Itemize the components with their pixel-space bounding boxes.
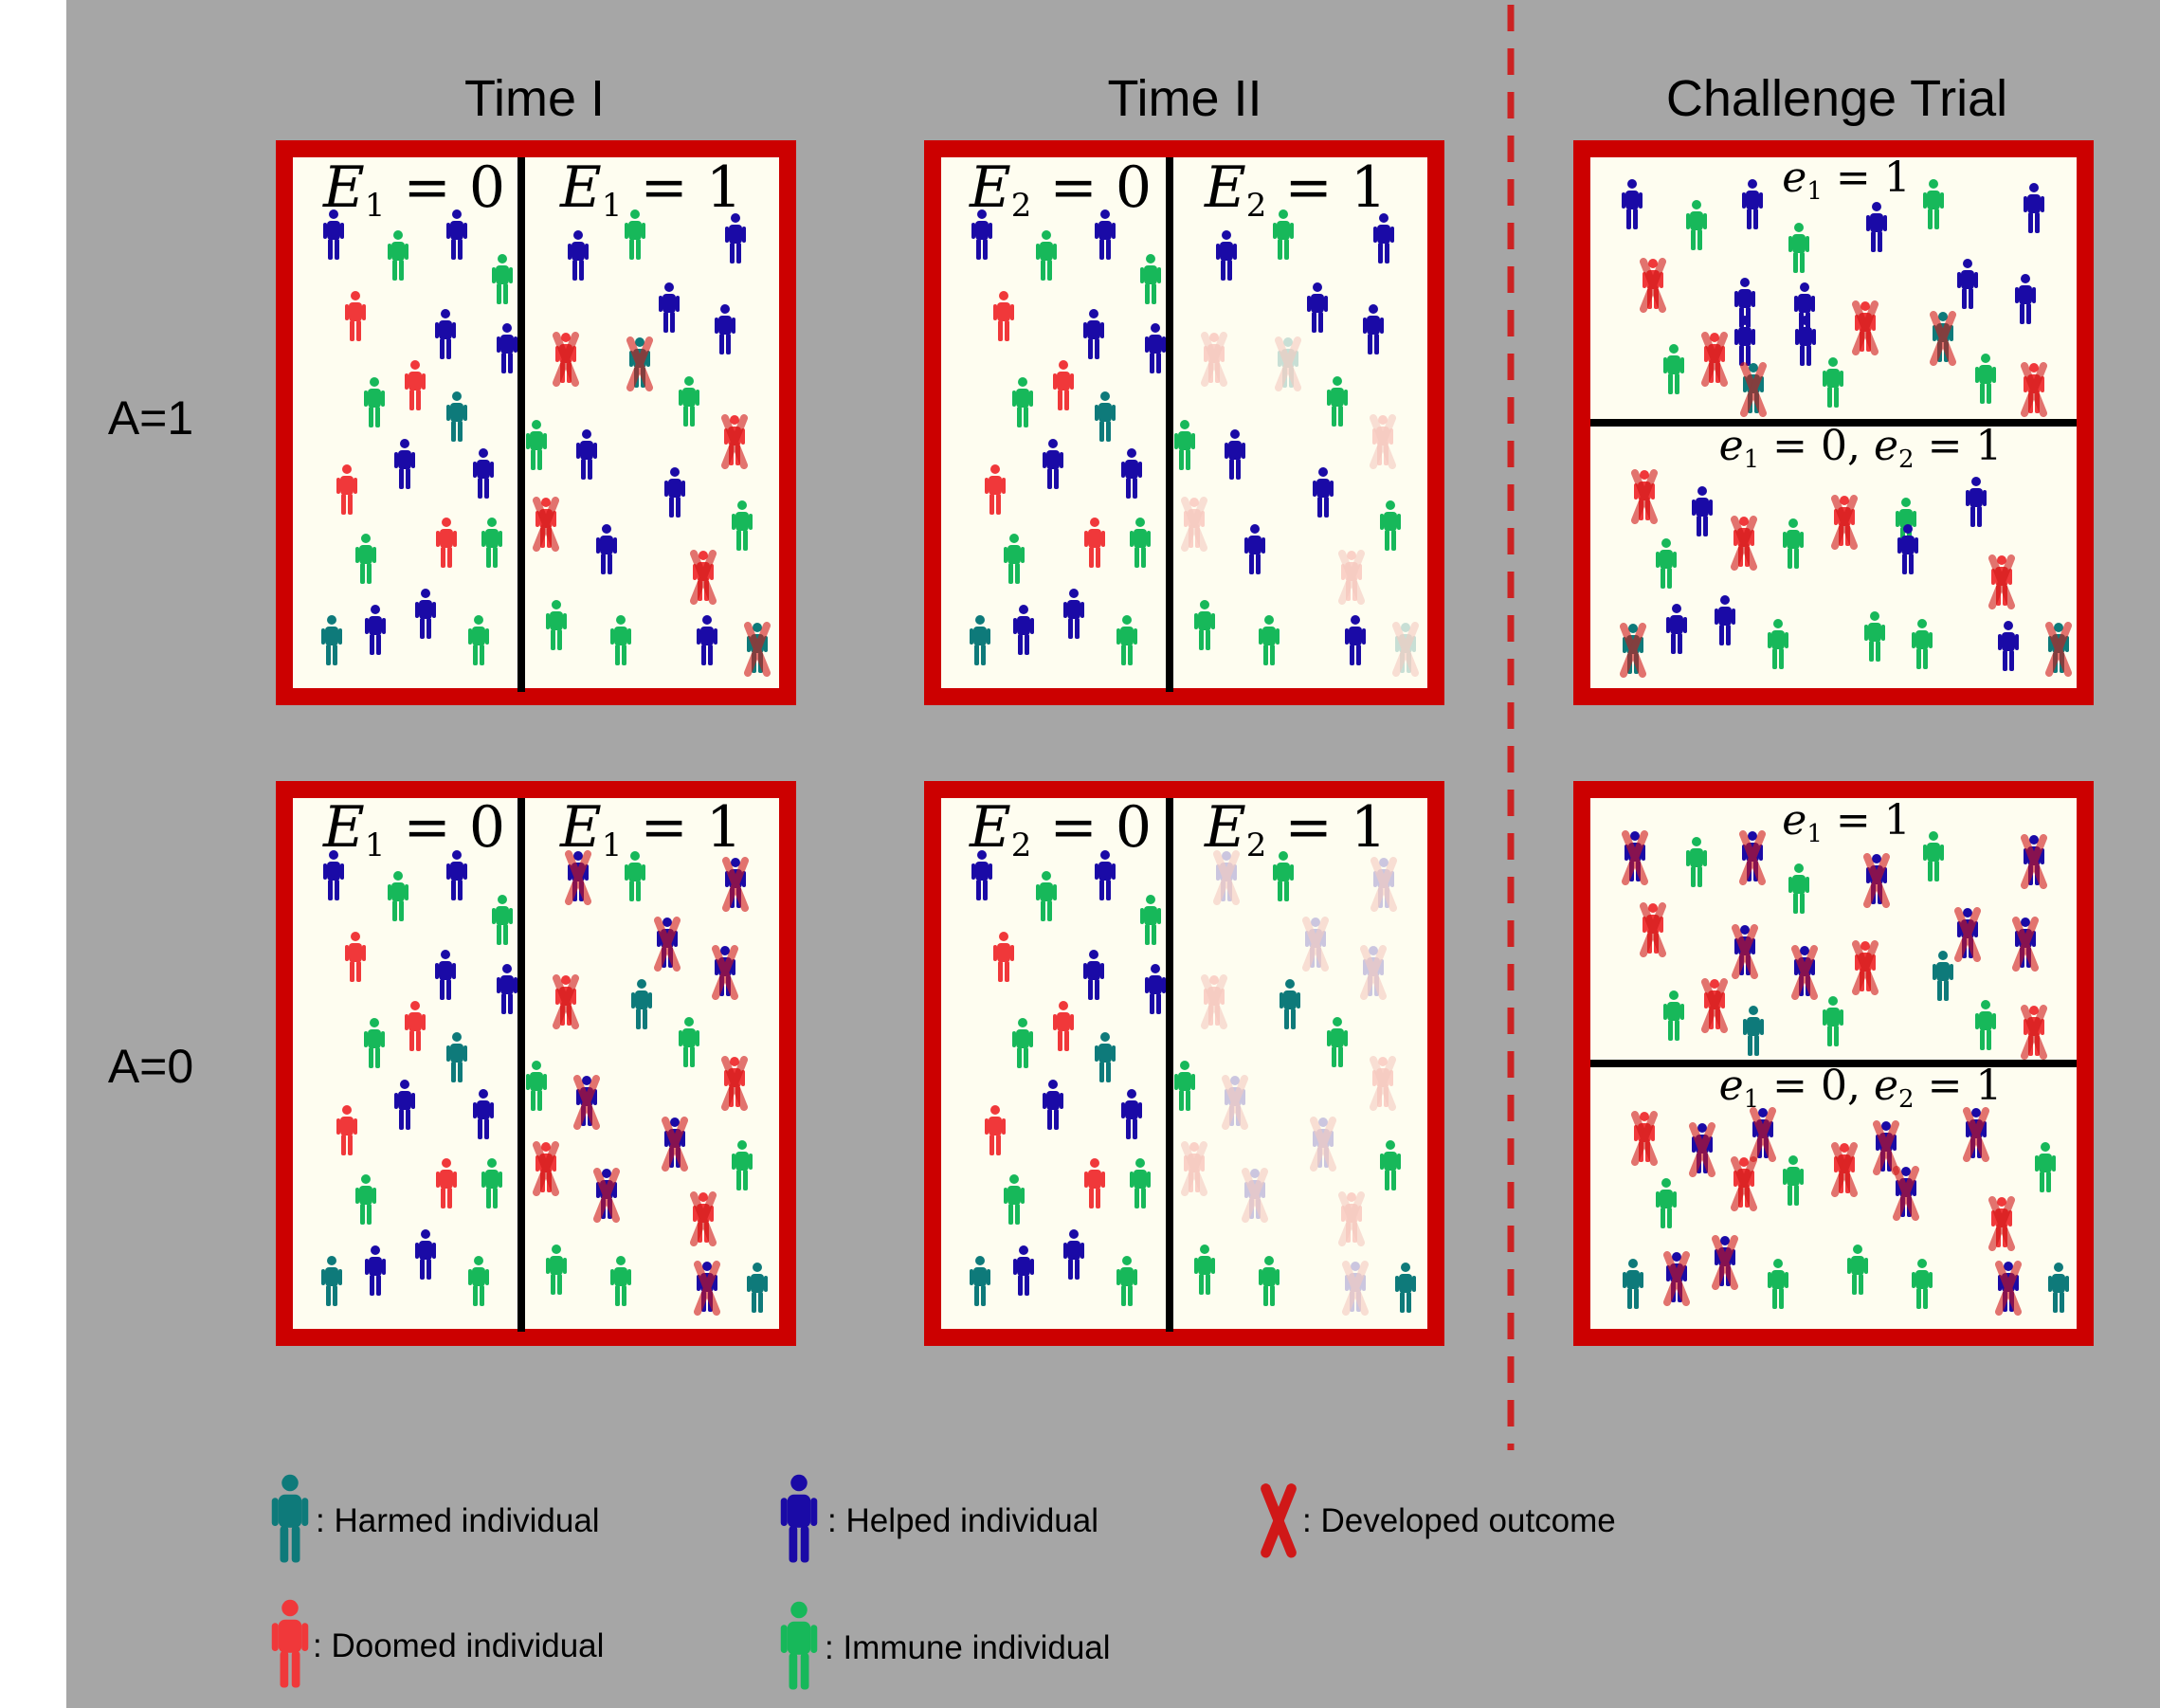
legend-doomed-label: : Doomed individual — [313, 1627, 604, 1664]
label-t1-a0-e0: E1 = 0 — [322, 794, 505, 864]
header-challenge-trial: Challenge Trial — [1666, 70, 2007, 127]
legend-helped-label: : Helped individual — [827, 1502, 1098, 1539]
label-ch-a0-bottom: e1 = 0, e2 = 1 — [1719, 1062, 2003, 1114]
legend: : Harmed individual : Helped individual … — [271, 1474, 1616, 1690]
legend-outcome-label: : Developed outcome — [1302, 1502, 1616, 1539]
legend-harmed-label: : Harmed individual — [316, 1502, 600, 1539]
label-t1-a1-e0: E1 = 0 — [322, 154, 505, 225]
label-ch-a1-bottom: e1 = 0, e2 = 1 — [1719, 422, 2003, 474]
label-t2-a0-e1: E2 = 1 — [1204, 794, 1387, 864]
legend-immune-label: : Immune individual — [825, 1629, 1111, 1666]
label-t2-a1-e0: E2 = 0 — [969, 154, 1152, 225]
row-label-a0: A=0 — [108, 1040, 193, 1093]
label-ch-a0-top: e1 = 1 — [1782, 796, 1910, 848]
header-time-1: Time I — [464, 70, 605, 127]
label-ch-a1-top: e1 = 1 — [1782, 154, 1910, 206]
row-label-a1: A=1 — [108, 391, 193, 445]
label-t2-a1-e1: E2 = 1 — [1204, 154, 1387, 225]
header-time-2: Time II — [1107, 70, 1262, 127]
label-t1-a0-e1: E1 = 1 — [559, 794, 742, 864]
label-t2-a0-e0: E2 = 0 — [969, 794, 1152, 864]
label-t1-a1-e1: E1 = 1 — [559, 154, 742, 225]
